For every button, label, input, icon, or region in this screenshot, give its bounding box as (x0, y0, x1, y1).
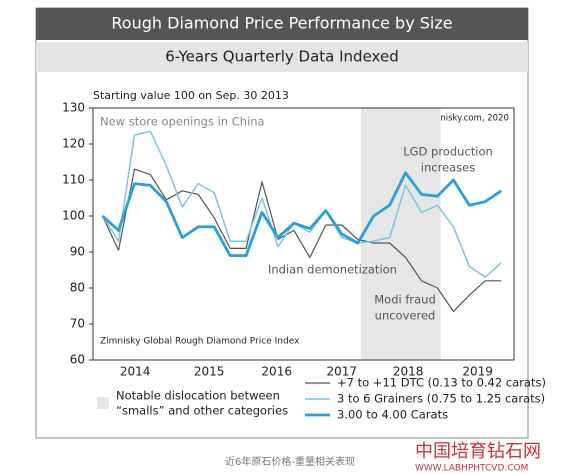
chart-subtitle: 6-Years Quarterly Data Indexed (165, 48, 398, 66)
caption: 近6年原石价格-重量相关表现 (225, 455, 355, 468)
x-tick-label: 2018 (393, 365, 424, 379)
x-tick-label: 2014 (120, 365, 151, 379)
shaded-band (360, 108, 441, 360)
copyright: © PaulZimnisky.com, 2020 (395, 114, 509, 124)
series-line (101, 171, 503, 258)
y-tick-label: 110 (62, 173, 85, 187)
x-tick-label: 2015 (194, 365, 225, 379)
subtitle-bar (36, 42, 528, 72)
y-tick-label: 80 (70, 281, 85, 295)
y-tick-label: 100 (62, 209, 85, 223)
annotation: Modi fraud (374, 293, 436, 307)
y-tick-label: 90 (70, 245, 85, 259)
annotation: uncovered (375, 309, 436, 323)
watermark: 中国培育钻石网 (415, 441, 541, 462)
watermark-url: WWW.LABHPHTCVD.COM (415, 464, 528, 474)
frame (35, 7, 529, 439)
annotation: New store openings in China (100, 115, 265, 129)
x-tick-label: 2016 (261, 365, 292, 379)
y-tick-label: 70 (70, 317, 85, 331)
legend-label: “smalls” and other categories (116, 404, 288, 418)
title-bar (36, 8, 528, 40)
x-tick-label: 2019 (462, 365, 493, 379)
annotation: LGD production (403, 145, 493, 159)
chart-title: Rough Diamond Price Performance by Size (111, 14, 452, 33)
series-line (102, 168, 502, 312)
y-tick-label: 120 (62, 137, 85, 151)
legend-label: 3 to 6 Grainers (0.75 to 1.25 carats) (337, 392, 545, 406)
annotation: Indian demonetization (268, 263, 397, 277)
note: Starting value 100 on Sep. 30 2013 (93, 89, 289, 102)
x-tick-label: 2017 (326, 365, 357, 379)
legend-label: +7 to +11 DTC (0.13 to 0.42 carats) (337, 376, 546, 390)
annotation: increases (421, 161, 475, 175)
legend-label: Notable dislocation between (116, 389, 280, 403)
legend-label: 3.00 to 4.00 Carats (337, 408, 448, 422)
y-tick-label: 60 (70, 353, 85, 367)
y-tick-label: 130 (62, 101, 85, 115)
source: Zimnisky Global Rough Diamond Price Inde… (100, 337, 300, 347)
series-line (101, 130, 502, 278)
plot-border (92, 107, 515, 361)
legend-swatch (97, 397, 109, 409)
